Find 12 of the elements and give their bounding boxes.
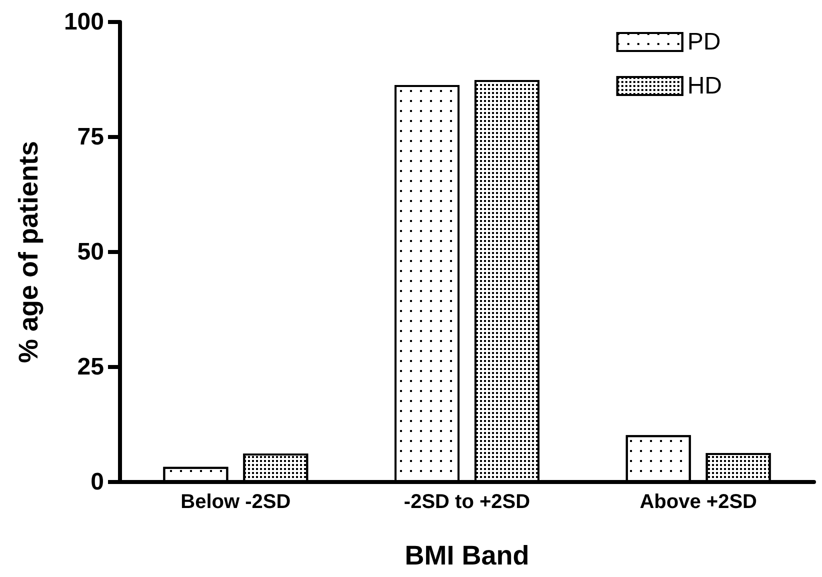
x-tick-label: Below -2SD <box>180 491 291 513</box>
legend-label: PD <box>687 28 721 56</box>
y-tick-label: 25 <box>77 354 104 380</box>
y-axis-title: % age of patients <box>14 140 44 364</box>
y-tick-label: 0 <box>90 468 104 496</box>
x-tick-label: Above +2SD <box>640 491 757 513</box>
x-axis-title: BMI Band <box>404 540 530 570</box>
x-tick-label: -2SD to +2SD <box>404 491 530 513</box>
legend-label: HD <box>687 72 722 100</box>
y-tick-label: 75 <box>77 124 104 150</box>
y-tick-label: 50 <box>77 238 104 266</box>
y-tick-label: 100 <box>64 8 104 36</box>
